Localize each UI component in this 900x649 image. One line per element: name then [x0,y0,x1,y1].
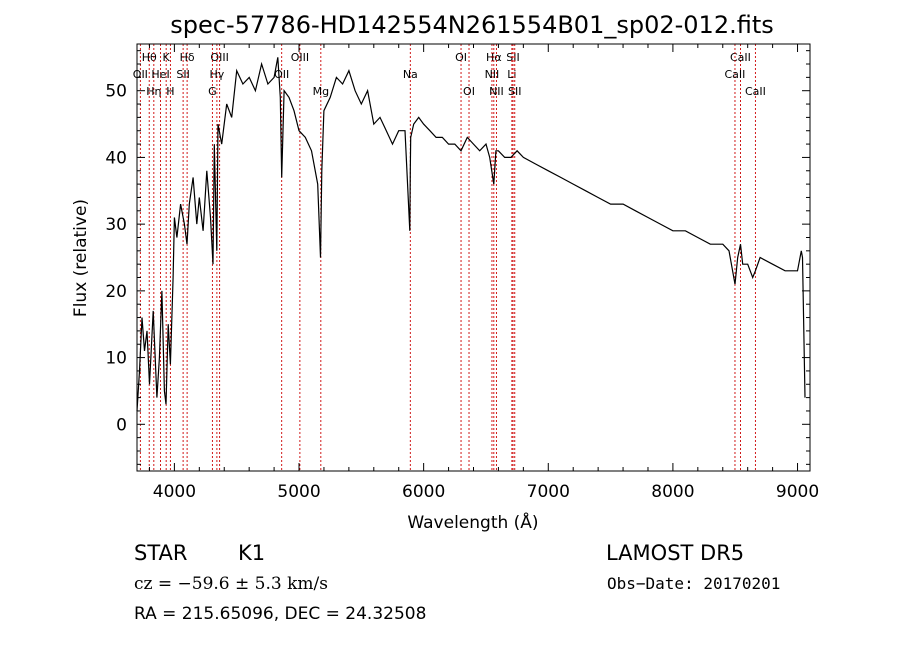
spectral-line-label: G [208,85,217,98]
spectral-line-label: NII [485,68,500,81]
spectral-line-label: K [163,51,171,64]
spectral-line-label: OI [455,51,467,64]
survey-name: LAMOST DR5 [606,541,744,565]
x-axis-label: Wavelength (Å) [407,511,538,533]
plot-frame [136,43,811,472]
spectral-line-label: SII [506,51,519,64]
spectral-line-label: Hη [146,85,161,98]
spectral-line-label: SII [508,85,521,98]
spectral-line-label: OIII [291,51,309,64]
spectral-line-label: OII [133,68,148,81]
y-axis-label: Flux (relative) [71,199,91,317]
spectral-line-label: Hγ [209,68,224,81]
spectral-line-label: H [166,85,174,98]
spectral-line-label: OI [463,85,475,98]
spectral-line-label: Hα [486,51,502,64]
x-tick-label: 5000 [277,482,320,502]
coordinates: RA = 215.65096, DEC = 24.32508 [134,604,426,624]
spectral-line-label: OII [274,68,289,81]
spectral-line-label: CaII [725,68,746,81]
y-tick-label: 30 [105,215,127,235]
axis-ticks: 4000 5000 6000 7000 8000 9000 0 10 20 30 40 50 [105,44,819,502]
x-tick-label: 6000 [402,482,445,502]
observation-date: Obs−Date: 20170201 [607,574,780,593]
x-tick-label: 7000 [527,482,570,502]
chart-title: spec-57786-HD142554N261554B01_sp02-012.f… [170,11,774,39]
spectral-line-label: Li [507,68,516,81]
spectral-line-label: Hθ [142,51,157,64]
spectrum-line [136,57,806,412]
x-tick-label: 8000 [651,482,694,502]
x-tick-label: 9000 [776,482,819,502]
spectral-line-label: Hδ [180,51,195,64]
y-tick-label: 50 [105,82,127,102]
spectral-line-label: Mg [313,85,329,98]
redshift-cz: cz = −59.6 ± 5.3 km/s [134,574,328,594]
spectral-line-label: CaII [745,85,766,98]
spectral-class: STAR [134,541,187,565]
y-tick-label: 10 [105,349,127,369]
y-tick-label: 40 [105,148,127,168]
x-tick-label: 4000 [153,482,196,502]
spectral-subclass: K1 [238,541,265,565]
spectral-line-label: SII [176,68,189,81]
y-tick-label: 20 [105,282,127,302]
spectral-line-label: NII [489,85,504,98]
spectral-line-label: CaII [730,51,751,64]
spectral-line-label: HeI [151,68,169,81]
y-tick-label: 0 [116,415,127,435]
spectral-line-label: OIII [210,51,228,64]
spectral-line-label: Na [403,68,418,81]
